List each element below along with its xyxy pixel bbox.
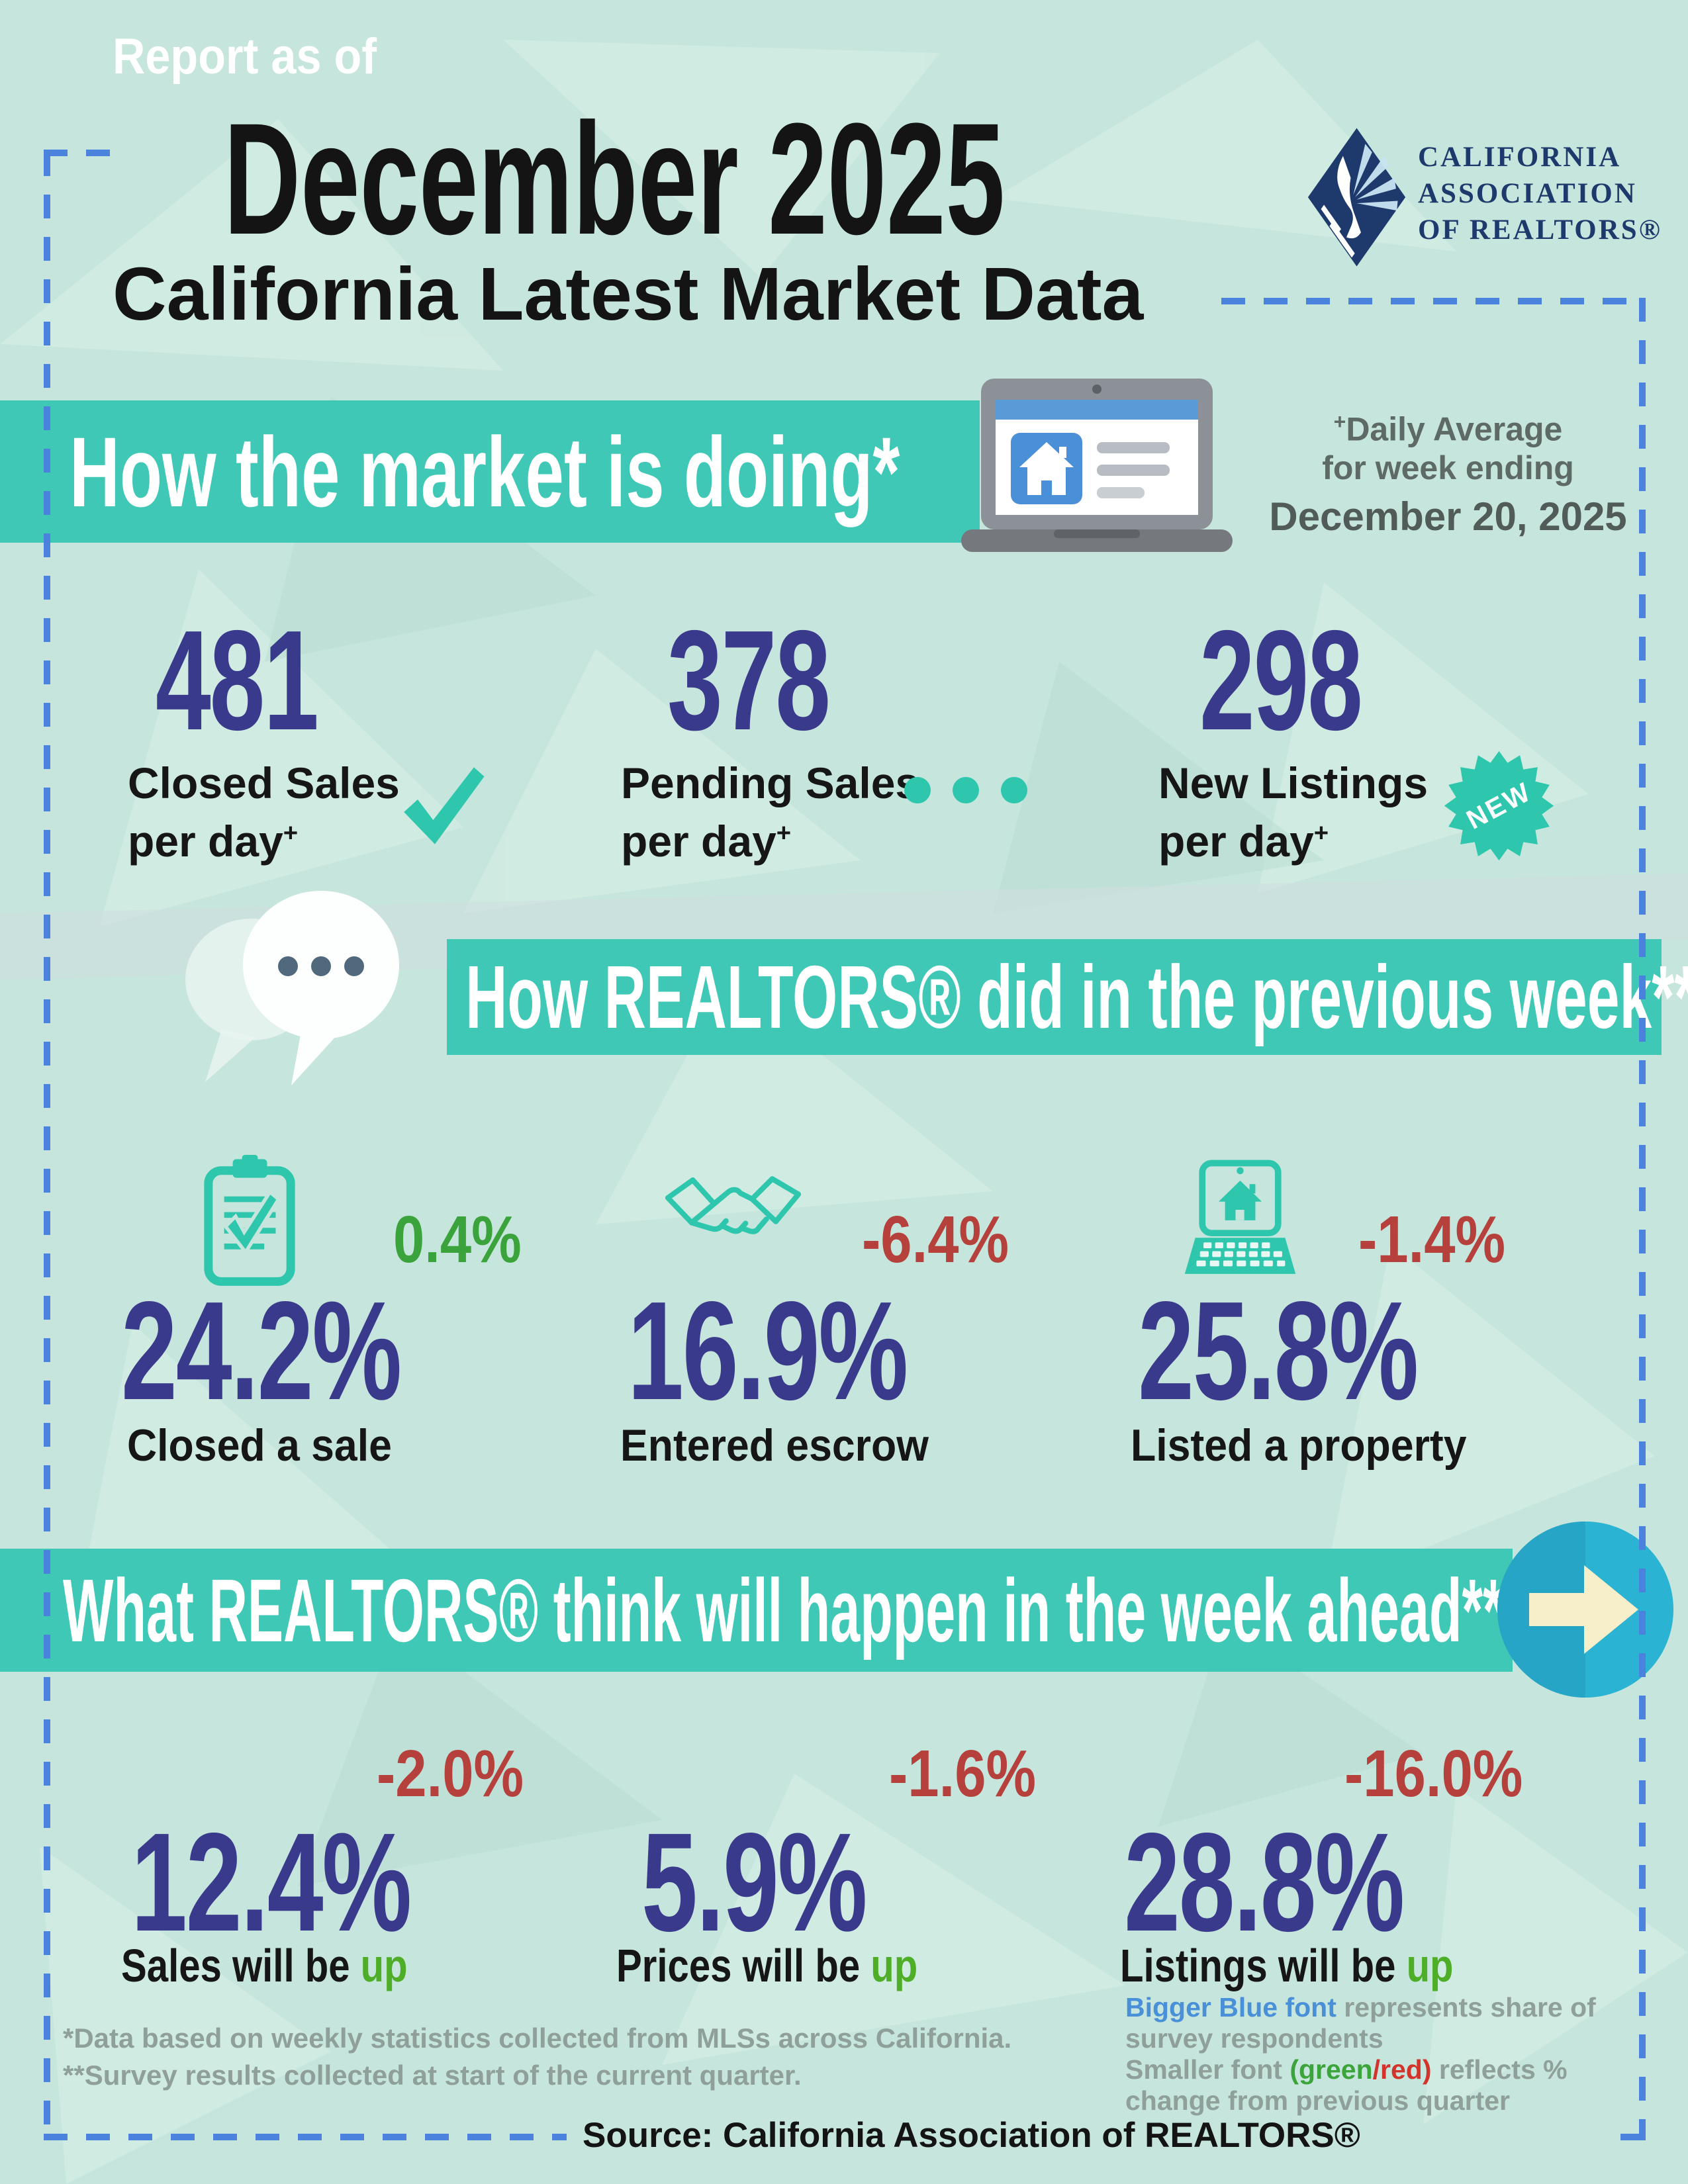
stat-label: Prices will be up: [616, 1940, 918, 1991]
logo-line-3: OF REALTORS®: [1418, 214, 1662, 246]
section-band-week-ahead: What REALTORS® think will happen in the …: [0, 1549, 1513, 1672]
section-band-previous-week: How REALTORS® did in the previous week**: [447, 939, 1688, 1055]
section-band-market: How the market is doing*: [0, 400, 980, 543]
change-value: -6.4%: [862, 1203, 1009, 1277]
stat-label: New Listings per day+: [1158, 758, 1429, 866]
stat-value: 24.2%: [121, 1272, 402, 1429]
dashed-border-bottom-left: [44, 2134, 567, 2140]
stat-value: 378: [667, 600, 831, 760]
stat-value: 5.9%: [641, 1803, 867, 1960]
stat-closed-sales-per-day: 481 Closed Sales per day+: [122, 609, 546, 874]
section-band-week-ahead-title: What REALTORS® think will happen in the …: [63, 1560, 1504, 1661]
footnote-1: *Data based on weekly statistics collect…: [63, 2023, 1012, 2054]
week-ending-date: December 20, 2025: [1269, 494, 1627, 539]
laptop-house-icon: [1184, 1160, 1296, 1274]
stat-label: Listings will be up: [1120, 1940, 1454, 1991]
stat-label: Listed a property: [1131, 1420, 1467, 1471]
legend-note: Bigger Blue font represents share of sur…: [1125, 1992, 1596, 2116]
stat-label: Closed a sale: [127, 1420, 392, 1471]
stat-value: 12.4%: [131, 1803, 412, 1960]
stat-sales-will-be-up: -2.0% 12.4% Sales will be up: [116, 1741, 579, 2019]
new-starburst-badge: NEW: [1444, 751, 1554, 861]
stat-label: Sales will be up: [121, 1940, 408, 1991]
ellipsis-dots-icon: [904, 777, 1027, 803]
stat-value: 16.9%: [628, 1272, 908, 1429]
dashed-border-right: [1639, 298, 1646, 2140]
change-value: -1.6%: [889, 1737, 1037, 1811]
daily-average-sup: +: [1333, 410, 1346, 433]
daily-average-line1: Daily Average: [1346, 410, 1563, 448]
page-subtitle: California Latest Market Data: [113, 252, 1144, 336]
footnote-2: **Survey results collected at start of t…: [63, 2060, 802, 2091]
speech-bubbles-icon: [185, 891, 399, 1085]
report-as-of-label: Report as of: [113, 28, 377, 85]
stat-new-listings-per-day: 298 New Listings per day+ NEW: [1125, 600, 1554, 874]
stat-value: 298: [1199, 600, 1363, 760]
forward-arrow-icon: [1497, 1522, 1673, 1698]
stat-label: Closed Sales per day+: [128, 758, 400, 866]
car-logo-wordmark: CALIFORNIA ASSOCIATION OF REALTORS®: [1418, 139, 1662, 248]
stat-listed-a-property: -1.4% 25.8% Listed a property: [1092, 1155, 1542, 1499]
change-value: -1.4%: [1358, 1203, 1506, 1277]
logo-line-1: CALIFORNIA: [1418, 142, 1622, 173]
stat-listings-will-be-up: -16.0% 28.8% Listings will be up: [1096, 1741, 1559, 2019]
daily-average-line2: for week ending: [1322, 449, 1574, 486]
section-band-previous-week-title: How REALTORS® did in the previous week**: [465, 947, 1688, 1047]
dashed-border-bottom-right: [1620, 2134, 1646, 2140]
laptop-listing-illustration-icon: [961, 379, 1233, 552]
car-logo-icon: [1307, 128, 1406, 267]
stat-value: 28.8%: [1124, 1803, 1405, 1960]
change-value: 0.4%: [393, 1203, 522, 1277]
stat-entered-escrow: -6.4% 16.9% Entered escrow: [599, 1155, 1049, 1499]
page-title-month: December 2025: [224, 90, 1006, 267]
logo-line-2: ASSOCIATION: [1418, 178, 1637, 209]
dashed-border-top-right: [1221, 298, 1643, 304]
clipboard-check-icon: [204, 1155, 295, 1286]
section-band-market-title: How the market is doing*: [70, 416, 900, 527]
stat-prices-will-be-up: -1.6% 5.9% Prices will be up: [606, 1741, 1069, 2019]
dashed-border-top-left-stub: [44, 150, 115, 156]
stat-pending-sales-per-day: 378 Pending Sales per day+: [609, 609, 1033, 874]
change-value: -16.0%: [1344, 1737, 1523, 1811]
stat-label: Entered escrow: [620, 1420, 929, 1471]
stat-value: 25.8%: [1138, 1272, 1419, 1429]
source-attribution: Source: California Association of REALTO…: [583, 2116, 1360, 2155]
change-value: -2.0%: [377, 1737, 524, 1811]
stat-label: Pending Sales per day+: [621, 758, 920, 866]
daily-average-note: +Daily Average for week ending December …: [1258, 402, 1638, 539]
checkmark-icon: [404, 767, 485, 844]
stat-value: 481: [156, 600, 319, 760]
dashed-border-left: [44, 152, 50, 2136]
handshake-icon: [665, 1176, 802, 1234]
stat-closed-a-sale: 0.4% 24.2% Closed a sale: [113, 1155, 563, 1499]
footnotes: *Data based on weekly statistics collect…: [63, 2020, 1011, 2094]
